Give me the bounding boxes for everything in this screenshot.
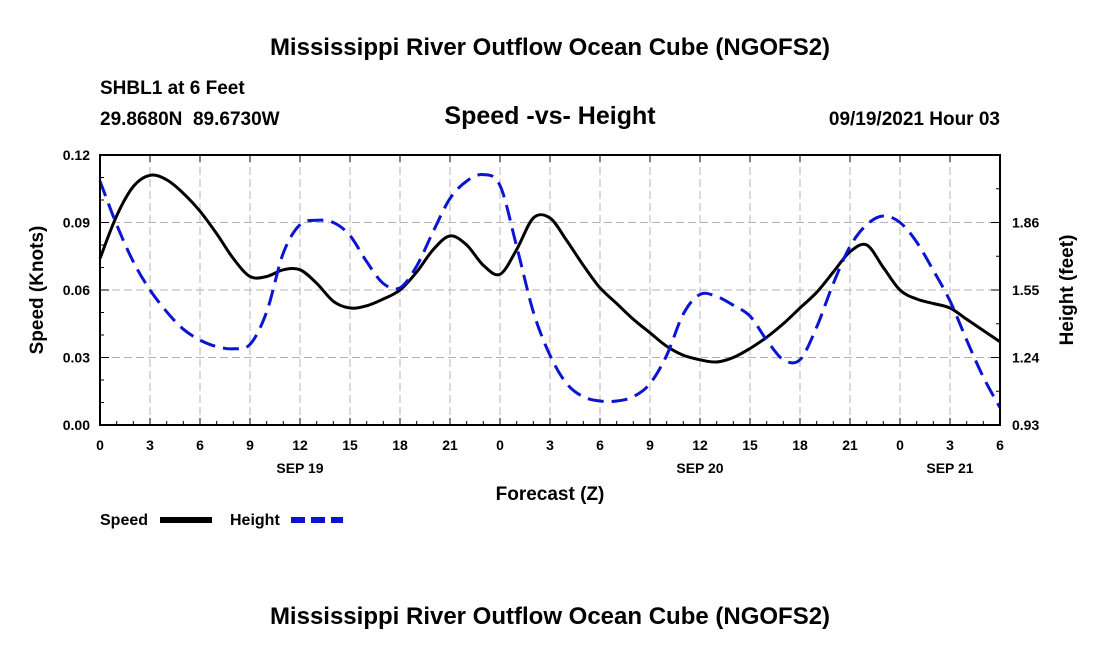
y2-tick-labels: 0.93 1.24 1.55 1.86 <box>1012 215 1039 434</box>
legend-height-label: Height <box>230 512 280 529</box>
y-tick-label: 0.00 <box>63 417 90 433</box>
x-tick-label: 0 <box>96 437 104 453</box>
coordinates-label: 29.8680N 89.6730W <box>100 109 280 130</box>
y2-tick-label: 0.93 <box>1012 417 1039 433</box>
x-tick-label: 3 <box>546 437 554 453</box>
legend-speed-label: Speed <box>100 512 148 529</box>
plot-frame <box>99 154 1001 426</box>
y-tick-label: 0.03 <box>63 350 90 366</box>
date-label: SEP 21 <box>926 460 973 476</box>
x-tick-label: 6 <box>196 437 204 453</box>
x-tick-label: 15 <box>342 437 358 453</box>
y-tick-label: 0.09 <box>63 215 90 231</box>
y2-tick-label: 1.86 <box>1012 215 1039 231</box>
series-line-height <box>98 173 1002 409</box>
chart-title: Speed -vs- Height <box>444 102 656 130</box>
x-tick-label: 18 <box>792 437 808 453</box>
x-tick-labels: 0 3 6 9 12 15 18 21 0 3 6 9 12 15 18 21 0 3 6 <box>96 437 1004 453</box>
x-tick-label: 18 <box>392 437 408 453</box>
date-label: SEP 20 <box>676 460 723 476</box>
x-tick-label: 6 <box>996 437 1004 453</box>
y-axis-title: Speed (Knots) <box>27 226 48 355</box>
x-tick-label: 6 <box>596 437 604 453</box>
y2-tick-label: 1.55 <box>1012 282 1039 298</box>
x-tick-label: 12 <box>292 437 308 453</box>
x-tick-label: 21 <box>442 437 458 453</box>
page-title: Mississippi River Outflow Ocean Cube (NG… <box>270 34 830 61</box>
legend: Speed Height <box>100 512 343 529</box>
series-lines <box>98 173 1002 409</box>
date-labels: SEP 19 SEP 20 SEP 21 <box>276 460 973 476</box>
station-label: SHBL1 at 6 Feet <box>100 78 245 99</box>
y-tick-label: 0.12 <box>63 147 90 163</box>
y-tick-labels: 0.00 0.03 0.06 0.09 0.12 <box>63 147 90 433</box>
x-tick-label: 21 <box>842 437 858 453</box>
x-tick-label: 3 <box>146 437 154 453</box>
x-tick-label: 15 <box>742 437 758 453</box>
x-tick-label: 3 <box>946 437 954 453</box>
y2-axis-title: Height (feet) <box>1057 235 1078 346</box>
gridlines <box>100 155 1000 425</box>
x-tick-label: 0 <box>496 437 504 453</box>
footer-title: Mississippi River Outflow Ocean Cube (NG… <box>270 603 830 630</box>
y-tick-label: 0.06 <box>63 282 90 298</box>
x-axis-title: Forecast (Z) <box>496 484 605 505</box>
datetime-label: 09/19/2021 Hour 03 <box>829 109 1000 130</box>
x-tick-label: 9 <box>246 437 254 453</box>
x-tick-label: 0 <box>896 437 904 453</box>
series-line-speed <box>98 173 1001 364</box>
x-tick-label: 12 <box>692 437 708 453</box>
x-tick-label: 9 <box>646 437 654 453</box>
date-label: SEP 19 <box>276 460 323 476</box>
y2-tick-label: 1.24 <box>1012 350 1039 366</box>
